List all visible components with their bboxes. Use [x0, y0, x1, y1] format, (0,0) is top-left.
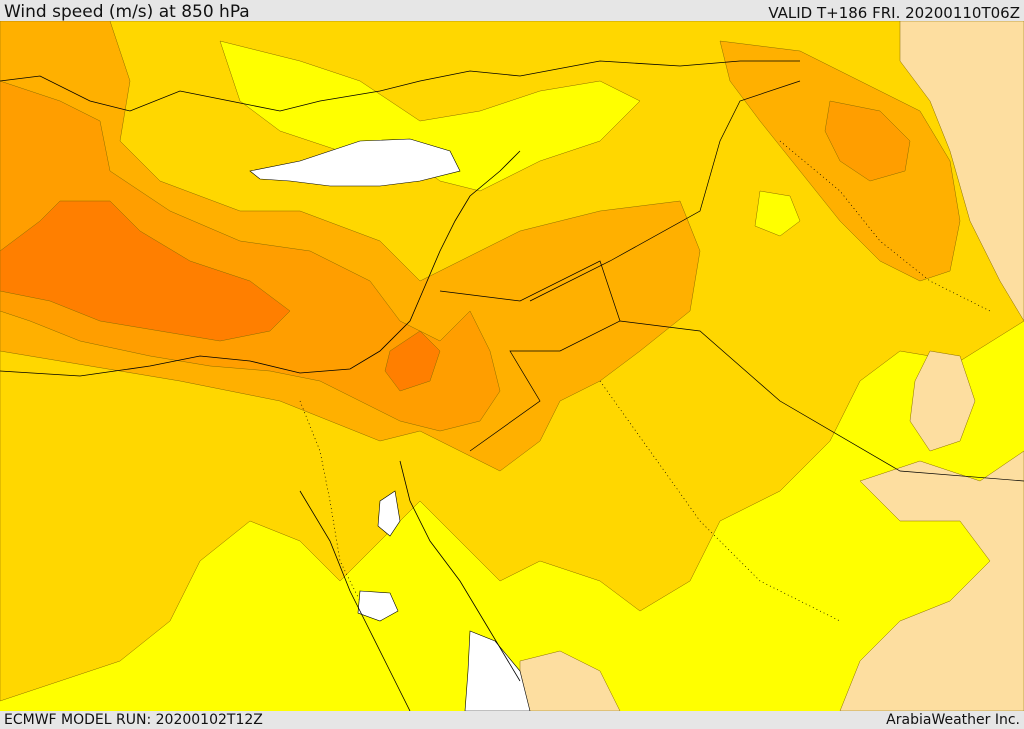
- contour-orange: [0, 80, 501, 432]
- coastline-redsea: [299, 490, 411, 711]
- credit: ArabiaWeather Inc.: [886, 712, 1020, 728]
- valid-time: VALID T+186 FRI. 20200110T06Z: [768, 4, 1020, 22]
- white-patch-gulf: [377, 490, 401, 537]
- footer-bar: ECMWF MODEL RUN: 20200102T12Z ArabiaWeat…: [0, 711, 1024, 729]
- border-iraq-saudi: [619, 320, 1024, 482]
- border-syria-iraq: [529, 80, 801, 302]
- coastline-aqaba: [399, 460, 521, 682]
- wind-speed-map: [0, 21, 1024, 711]
- contour-orange-dark-2: [384, 330, 441, 392]
- contour-yellow-east: [754, 190, 801, 237]
- coastline-turkey: [0, 60, 800, 112]
- map-title: Wind speed (m/s) at 850 hPa: [4, 2, 250, 22]
- coastline-med: [0, 150, 521, 377]
- white-patch-redsea: [464, 630, 531, 711]
- header-bar: Wind speed (m/s) at 850 hPa VALID T+186 …: [0, 0, 1024, 22]
- contour-pale-e: [909, 350, 976, 452]
- model-run: ECMWF MODEL RUN: 20200102T12Z: [4, 712, 263, 728]
- white-patch-cyprus: [249, 138, 461, 187]
- border-jordan: [439, 260, 621, 452]
- contour-pale-se: [839, 450, 1024, 711]
- border-dotted-3: [779, 140, 991, 312]
- border-dotted-2: [599, 380, 841, 622]
- contour-orange-dark: [0, 200, 291, 342]
- contour-pale-ne: [899, 21, 1024, 322]
- contour-yellow-north: [219, 40, 641, 192]
- contour-orange-ne: [824, 100, 911, 182]
- border-dotted-1: [299, 400, 361, 602]
- white-patch-egypt: [357, 590, 399, 622]
